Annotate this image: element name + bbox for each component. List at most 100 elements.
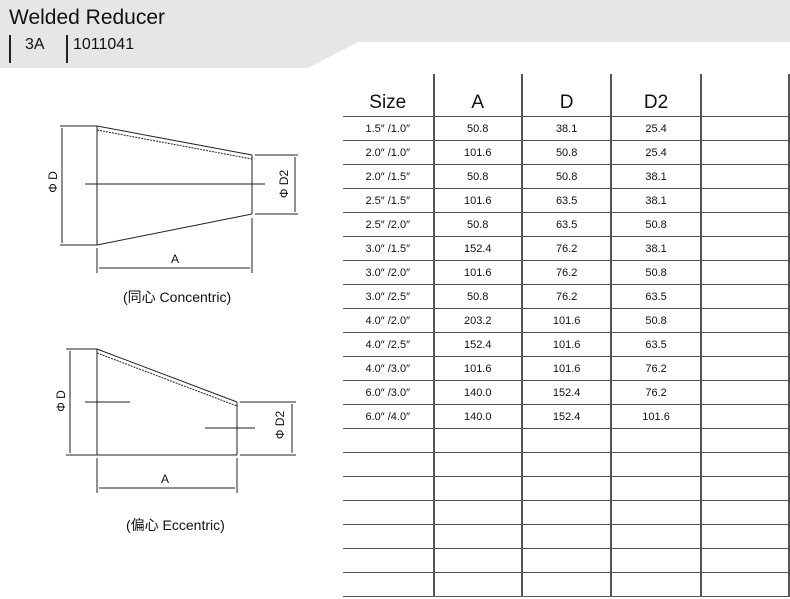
table-cell	[699, 380, 790, 405]
column-header	[699, 74, 790, 117]
table-cell	[520, 452, 612, 477]
table-cell: 63.5	[610, 332, 701, 357]
table-cell	[432, 452, 522, 477]
table-cell	[699, 428, 790, 453]
table-cell: 50.8	[520, 164, 612, 189]
table-cell	[432, 428, 522, 453]
table-cell: 50.8	[432, 164, 522, 189]
table-cell	[520, 524, 612, 549]
table-row: 2.5″ /1.5″ 101.6 63.5 38.1	[343, 188, 790, 213]
table-row	[343, 500, 790, 525]
table-row: 1.5″ /1.0″ 50.8 38.1 25.4	[343, 116, 790, 141]
table-cell	[343, 548, 434, 573]
table-cell	[343, 452, 434, 477]
table-cell: 3.0″ /1.5″	[343, 236, 434, 261]
table-cell: 3.0″ /2.0″	[343, 260, 434, 285]
table-cell	[699, 548, 790, 573]
table-cell: 101.6	[432, 188, 522, 213]
table-cell: 50.8	[520, 140, 612, 165]
table-cell: 6.0″ /4.0″	[343, 404, 434, 429]
table-cell	[520, 428, 612, 453]
table-cell	[699, 212, 790, 237]
eccentric-d2-label: Φ D2	[273, 410, 288, 440]
table-cell	[699, 452, 790, 477]
concentric-d-label: Φ D	[45, 171, 60, 193]
table-cell: 4.0″ /2.5″	[343, 332, 434, 357]
table-cell	[520, 572, 612, 597]
table-cell: 50.8	[432, 284, 522, 309]
column-header: A	[432, 74, 522, 117]
eccentric-drawing	[66, 348, 296, 493]
eccentric-a-label: A	[161, 472, 170, 486]
table-row: 2.5″ /2.0″ 50.8 63.5 50.8	[343, 212, 790, 237]
table-cell: 140.0	[432, 404, 522, 429]
table-cell	[520, 476, 612, 501]
table-row: 3.0″ /1.5″ 152.4 76.2 38.1	[343, 236, 790, 261]
table-cell: 76.2	[610, 356, 701, 381]
table-cell: 2.0″ /1.0″	[343, 140, 434, 165]
table-cell	[610, 572, 701, 597]
page-title: Welded Reducer	[9, 6, 166, 29]
concentric-d2-label: Φ D2	[277, 169, 292, 199]
dimension-table: Size A D D2 1.5″ /1.0″ 50.8 38.1 25.4 2.0″ /1.0…	[343, 74, 790, 597]
table-cell	[610, 428, 701, 453]
table-row: 4.0″ /2.5″ 152.4 101.6 63.5	[343, 332, 790, 357]
table-cell	[699, 116, 790, 141]
table-cell	[699, 572, 790, 597]
table-cell	[610, 548, 701, 573]
table-cell: 152.4	[520, 404, 612, 429]
column-header: D	[520, 74, 612, 117]
table-cell: 50.8	[610, 260, 701, 285]
eccentric-caption: (偏心 Eccentric)	[126, 517, 225, 533]
table-cell: 38.1	[610, 164, 701, 189]
table-row: 4.0″ /3.0″ 101.6 101.6 76.2	[343, 356, 790, 381]
table-cell	[699, 236, 790, 261]
table-cell	[520, 548, 612, 573]
table-cell	[343, 500, 434, 525]
table-cell: 76.2	[520, 236, 612, 261]
table-cell	[610, 524, 701, 549]
table-cell	[699, 500, 790, 525]
table-cell	[343, 524, 434, 549]
table-cell: 101.6	[520, 308, 612, 333]
table-cell	[432, 524, 522, 549]
concentric-a-label: A	[171, 252, 180, 266]
reducer-drawings	[60, 125, 298, 493]
table-cell: 152.4	[432, 332, 522, 357]
table-cell	[610, 500, 701, 525]
table-cell: 1.5″ /1.0″	[343, 116, 434, 141]
table-cell	[699, 164, 790, 189]
concentric-drawing	[60, 125, 298, 273]
table-cell: 101.6	[520, 356, 612, 381]
table-cell: 4.0″ /3.0″	[343, 356, 434, 381]
table-cell	[610, 476, 701, 501]
table-cell: 2.0″ /1.5″	[343, 164, 434, 189]
table-cell	[432, 572, 522, 597]
table-cell: 203.2	[432, 308, 522, 333]
table-cell: 50.8	[432, 212, 522, 237]
table-cell: 101.6	[610, 404, 701, 429]
table-row	[343, 476, 790, 501]
table-cell: 101.6	[520, 332, 612, 357]
table-cell: 25.4	[610, 140, 701, 165]
eccentric-d-label: Φ D	[53, 390, 68, 412]
table-cell: 63.5	[610, 284, 701, 309]
table-cell: 50.8	[610, 212, 701, 237]
table-row: 2.0″ /1.5″ 50.8 50.8 38.1	[343, 164, 790, 189]
table-cell	[699, 356, 790, 381]
table-cell: 3.0″ /2.5″	[343, 284, 434, 309]
table-cell: 50.8	[432, 116, 522, 141]
table-row	[343, 572, 790, 597]
table-cell	[699, 476, 790, 501]
divider	[9, 35, 11, 63]
table-cell	[699, 308, 790, 333]
table-row	[343, 428, 790, 453]
table-cell: 76.2	[520, 284, 612, 309]
table-row	[343, 524, 790, 549]
column-header: D2	[610, 74, 701, 117]
divider	[66, 35, 68, 63]
table-row	[343, 452, 790, 477]
table-cell: 25.4	[610, 116, 701, 141]
table-cell	[699, 140, 790, 165]
table-cell	[343, 476, 434, 501]
